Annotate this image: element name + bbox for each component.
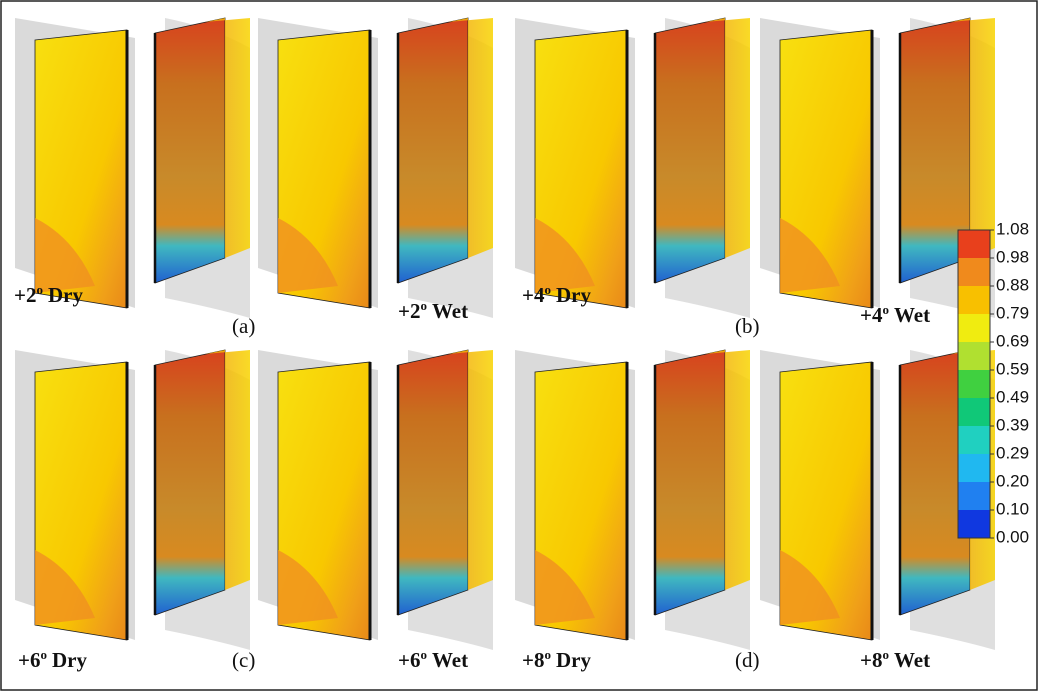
colorbar-tick-label: 0.98 <box>996 247 1029 266</box>
colorbar-tick-label: 0.39 <box>996 415 1029 434</box>
blade-image <box>258 350 493 650</box>
blade-image <box>15 18 250 318</box>
right-blade <box>155 18 225 283</box>
condition: Wet <box>894 648 930 672</box>
right-blade <box>655 18 725 283</box>
case-label: +2o Dry <box>14 282 83 307</box>
degree: o <box>544 282 551 297</box>
right-blade <box>398 18 468 283</box>
colorbar-tick-label: 0.29 <box>996 443 1029 462</box>
colorbar-band <box>958 482 990 511</box>
case-label: +6o Wet <box>398 647 468 672</box>
blade-image <box>515 18 750 318</box>
condition: Dry <box>556 648 591 672</box>
right-blade <box>155 350 225 615</box>
colorbar-band <box>958 510 990 539</box>
panel-id: (a) <box>232 314 255 338</box>
colorbar-tick-label: 0.49 <box>996 387 1029 406</box>
degree: o <box>882 647 889 662</box>
degree: o <box>420 647 427 662</box>
degree: o <box>420 298 427 313</box>
colorbar-tick-label: 0.10 <box>996 499 1029 518</box>
angle: +6 <box>18 648 40 672</box>
panel-id: (c) <box>232 648 255 672</box>
colorbar-tick-label: 0.59 <box>996 359 1029 378</box>
colorbar-tick-label: 0.00 <box>996 527 1029 546</box>
case-label: +2o Wet <box>398 298 468 323</box>
right-blade <box>398 350 468 615</box>
case-label: +6o Dry <box>18 647 87 672</box>
blade-image <box>258 18 493 318</box>
colorbar-band <box>958 286 990 315</box>
condition: Dry <box>52 648 87 672</box>
condition: Wet <box>432 648 468 672</box>
colorbar-band <box>958 230 990 259</box>
colorbar-tick-label: 0.69 <box>996 331 1029 350</box>
angle: +2 <box>398 299 420 323</box>
colorbar-band <box>958 342 990 371</box>
angle: +8 <box>860 648 882 672</box>
colorbar-band <box>958 370 990 399</box>
case-label: +8o Wet <box>860 647 930 672</box>
angle: +6 <box>398 648 420 672</box>
condition: Wet <box>894 303 930 327</box>
angle: +2 <box>14 283 36 307</box>
colorbar-tick-label: 0.79 <box>996 303 1029 322</box>
case-label: +8o Dry <box>522 647 591 672</box>
panel-id: (d) <box>735 648 760 672</box>
figure: (a)+2oDry+2oWet(b)+4oDry+4oWet(c)+6oDry+… <box>0 0 1038 691</box>
degree: o <box>36 282 43 297</box>
colorbar-tick-label: 0.88 <box>996 275 1029 294</box>
colorbar-band <box>958 398 990 427</box>
colorbar-band <box>958 314 990 343</box>
blade-image <box>15 350 250 650</box>
colorbar-band <box>958 426 990 455</box>
panel-id: (b) <box>735 314 760 338</box>
colorbar-tick-label: 1.08 <box>996 219 1029 238</box>
condition: Wet <box>432 299 468 323</box>
degree: o <box>40 647 47 662</box>
condition: Dry <box>556 283 591 307</box>
right-blade <box>655 350 725 615</box>
degree: o <box>882 302 889 317</box>
colorbar-band <box>958 454 990 483</box>
angle: +4 <box>860 303 883 327</box>
case-label: +4o Dry <box>522 282 591 307</box>
angle: +4 <box>522 283 545 307</box>
blade-image <box>515 350 750 650</box>
colorbar-tick-label: 0.20 <box>996 471 1029 490</box>
condition: Dry <box>48 283 83 307</box>
case-label: +4o Wet <box>860 302 930 327</box>
degree: o <box>544 647 551 662</box>
angle: +8 <box>522 648 544 672</box>
colorbar-band <box>958 258 990 287</box>
